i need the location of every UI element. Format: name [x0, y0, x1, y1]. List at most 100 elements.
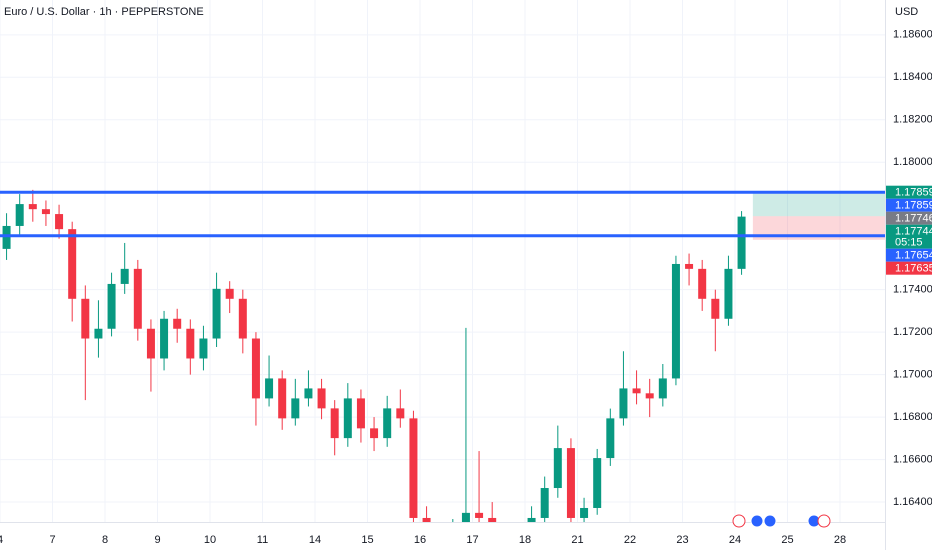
event-icon[interactable] [732, 514, 746, 528]
y-tick-label: 1.18600 [893, 29, 932, 41]
candle-body [81, 298, 90, 339]
stop-loss-zone [752, 216, 885, 240]
y-tick-label: 1.17400 [893, 284, 932, 296]
price-label: 1.17654 [895, 249, 932, 261]
candle-body [553, 448, 562, 489]
x-tick-label: 21 [571, 534, 583, 546]
candle-body [278, 378, 287, 419]
event-icons [732, 514, 831, 528]
price-label-bg [886, 198, 932, 212]
price-label: 1.17635 [895, 262, 932, 274]
y-tick-label: 1.18000 [893, 156, 932, 168]
candle-body [186, 328, 195, 359]
candle-body [527, 517, 536, 522]
candle-body [55, 214, 64, 230]
x-tick-label: 4 [0, 534, 3, 546]
y-tick-label: 1.18400 [893, 71, 932, 83]
currency[interactable]: USD [895, 6, 918, 18]
price-label-bg [886, 224, 932, 249]
candle-body [671, 263, 680, 379]
candle-body [540, 488, 549, 518]
candle-body [619, 388, 628, 419]
countdown: 05:15 [895, 237, 923, 249]
price-label: 1.17746 [895, 212, 932, 224]
candle-body [2, 225, 11, 249]
candle-body [133, 268, 142, 329]
candle-body [383, 408, 392, 439]
y-tick-label: 1.16400 [893, 496, 932, 508]
candle-body [409, 418, 418, 518]
x-tick-label: 8 [102, 534, 108, 546]
candle-body [606, 418, 615, 459]
candle-body [645, 393, 654, 399]
price-label-bg [886, 261, 932, 275]
x-tick-label: 23 [676, 534, 688, 546]
candle-body [356, 398, 365, 429]
candle-body [737, 216, 746, 269]
y-tick-label: 1.17000 [893, 369, 932, 381]
candle-body [685, 263, 694, 269]
candle-body [173, 318, 182, 329]
candle-body [658, 378, 667, 399]
candle-body [698, 268, 707, 299]
candle-body [199, 338, 208, 359]
candle-body [94, 328, 103, 339]
candle-body [146, 328, 155, 359]
x-tick-label: 24 [729, 534, 741, 546]
price-label: 1.17744 [895, 225, 932, 237]
candle-body [238, 298, 247, 339]
axis: 1.18600 1.18400 1.18200 1.18000 1.17400 1.172… [0, 29, 932, 546]
candle-body [724, 268, 733, 319]
candle-body [593, 458, 602, 508]
candle-body [422, 517, 431, 522]
take-profit-zone [752, 192, 885, 217]
candle-body [41, 209, 50, 215]
candle-body [28, 204, 37, 210]
grid [0, 0, 885, 522]
event-icon[interactable] [763, 514, 777, 528]
x-tick-label: 9 [154, 534, 160, 546]
x-tick-label: 17 [466, 534, 478, 546]
candle-body [580, 507, 589, 518]
candle-body [251, 338, 260, 399]
y-tick-label: 1.17200 [893, 326, 932, 338]
candle-body [370, 428, 379, 439]
symbol-title: Euro / U.S. Dollar · 1h · PEPPERSTONE [4, 6, 204, 18]
candle-body [225, 288, 234, 299]
candle-body [396, 408, 405, 419]
candle-body [15, 204, 24, 226]
candle-body [68, 229, 77, 299]
y-tick-label: 1.18200 [893, 114, 932, 126]
y-tick-label: 1.16800 [893, 411, 932, 423]
candle-body [461, 512, 470, 522]
candle-body [330, 408, 339, 439]
x-tick-label: 16 [414, 534, 426, 546]
event-icon[interactable] [817, 514, 831, 528]
price-label-bg [886, 185, 932, 199]
candle-body [212, 288, 221, 339]
x-tick-label: 11 [257, 534, 268, 546]
x-tick-label: 22 [624, 534, 636, 546]
candle-body [291, 398, 300, 419]
x-tick-label: 18 [519, 534, 531, 546]
candle-body [632, 388, 641, 394]
x-tick-label: 15 [361, 534, 373, 546]
price-label: 1.17859 [895, 186, 932, 198]
x-tick-label: 28 [834, 534, 846, 546]
y-tick-label: 1.16600 [893, 453, 932, 465]
candle-body [343, 398, 352, 439]
candle-body [265, 378, 274, 399]
candle-body [566, 448, 575, 518]
plot-area [0, 189, 885, 522]
candle-body [304, 388, 313, 399]
x-tick-label: 25 [781, 534, 793, 546]
candle-body [317, 388, 326, 409]
candle-body [711, 298, 720, 319]
x-tick-label: 14 [309, 534, 321, 546]
price-label-bg [886, 211, 932, 225]
x-tick-label: 10 [204, 534, 216, 546]
event-icon[interactable] [750, 514, 764, 528]
candle-body [488, 517, 497, 522]
candle-body [120, 268, 129, 284]
